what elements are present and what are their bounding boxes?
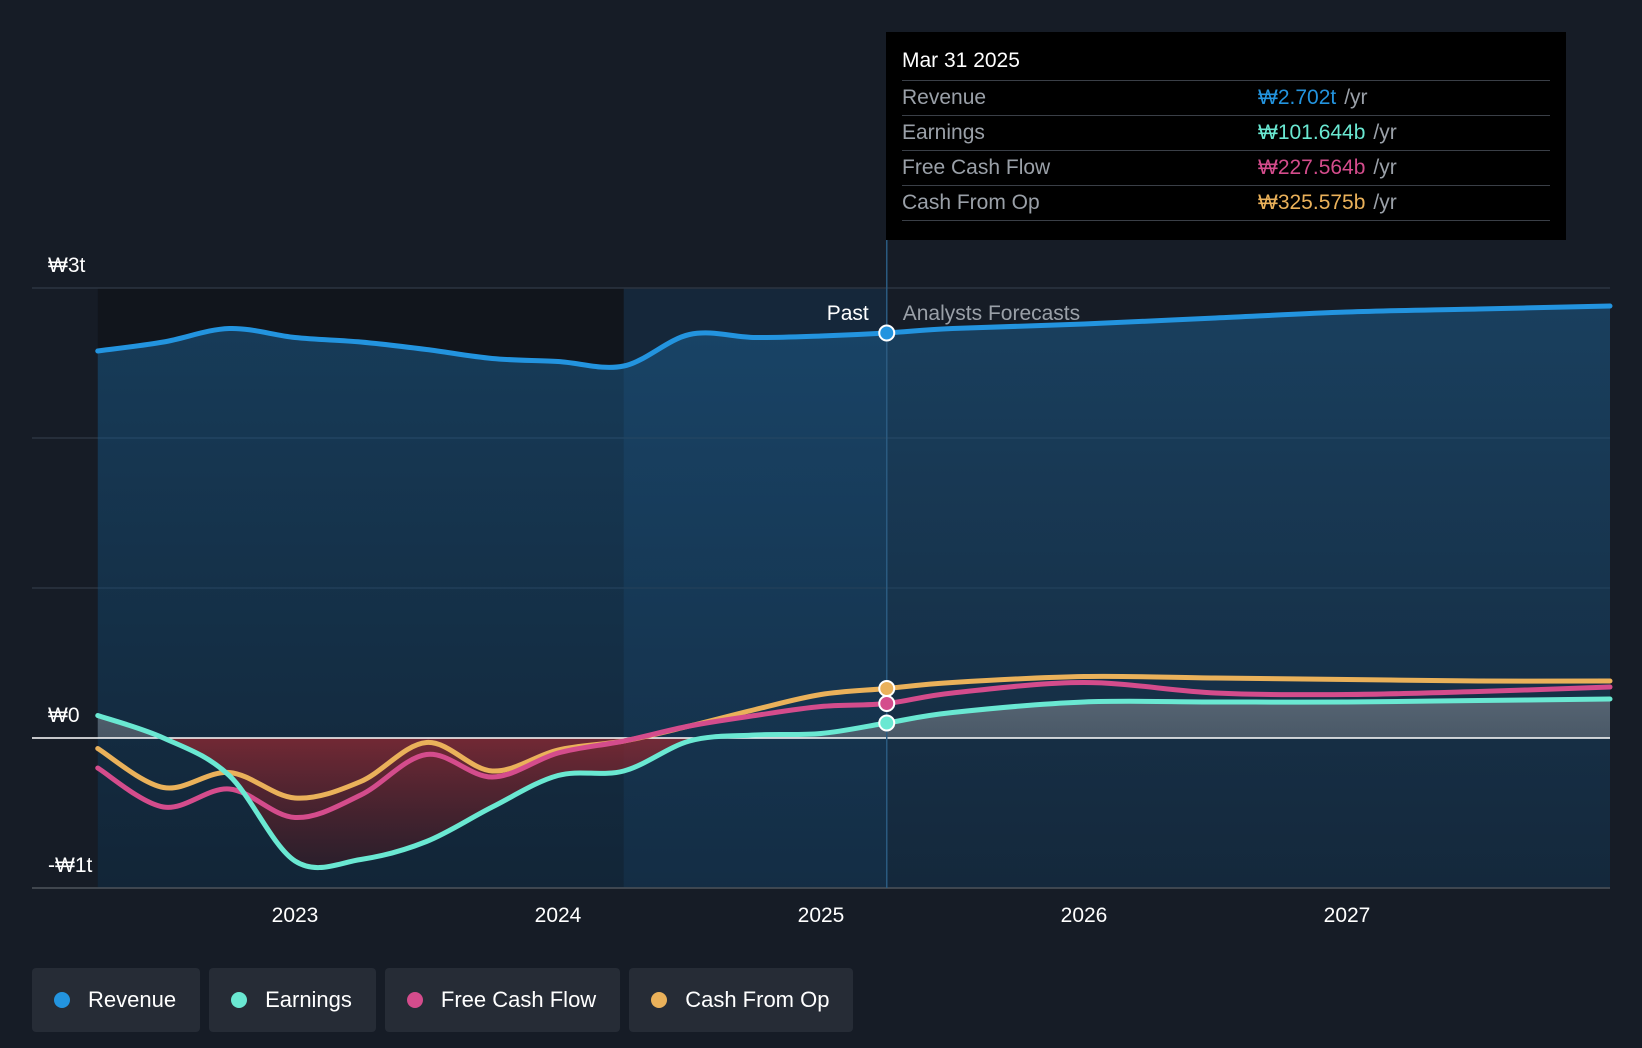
negative-area bbox=[97, 738, 1610, 868]
legend-label: Free Cash Flow bbox=[440, 987, 597, 1012]
series-line-cash-from-op bbox=[95, 673, 1613, 801]
tooltip-unit: /yr bbox=[1373, 121, 1397, 144]
tooltip-value: ₩325.575b bbox=[1258, 191, 1366, 214]
x-tick-label: 2026 bbox=[1061, 904, 1108, 927]
y-tick-label: ₩0 bbox=[48, 704, 80, 727]
legend-item-free-cash-flow[interactable]: Free Cash Flow bbox=[384, 968, 621, 1032]
tooltip-value: ₩227.564b bbox=[1258, 156, 1366, 179]
tooltip-value: ₩101.644b bbox=[1258, 121, 1366, 144]
y-tick-label: ₩3t bbox=[48, 254, 86, 277]
tooltip-label: Earnings bbox=[902, 121, 985, 144]
legend-dot-icon bbox=[651, 992, 668, 1008]
legend-item-earnings[interactable]: Earnings bbox=[209, 968, 376, 1032]
legend-label: Revenue bbox=[88, 987, 177, 1012]
tooltip-label: Cash From Op bbox=[902, 191, 1040, 214]
forecast-label: Analysts Forecasts bbox=[903, 302, 1080, 325]
legend-label: Cash From Op bbox=[685, 987, 830, 1012]
past-label: Past bbox=[827, 302, 869, 325]
series-line-revenue bbox=[95, 303, 1613, 370]
tooltip-label: Revenue bbox=[902, 86, 987, 109]
tooltip-row-earnings: Earnings ₩101.644b /yr bbox=[902, 115, 1550, 150]
series-line-earnings bbox=[95, 696, 1613, 871]
series-markers bbox=[878, 324, 896, 732]
x-tick-label: 2027 bbox=[1324, 904, 1371, 927]
marker-free-cash-flow bbox=[878, 695, 896, 712]
legend-item-cash-from-op[interactable]: Cash From Op bbox=[629, 968, 854, 1032]
series-lines bbox=[95, 303, 1613, 871]
tooltip-unit: /yr bbox=[1373, 156, 1397, 179]
tooltip-row-revenue: Revenue ₩2.702t /yr bbox=[902, 80, 1550, 115]
tooltip-row-free-cash-flow: Free Cash Flow ₩227.564b /yr bbox=[902, 150, 1550, 185]
tooltip-value: ₩2.702t bbox=[1258, 86, 1337, 109]
x-tick-label: 2025 bbox=[798, 904, 845, 927]
legend-item-revenue[interactable]: Revenue bbox=[32, 968, 201, 1032]
legend-dot-icon bbox=[54, 992, 70, 1008]
y-tick-label: -₩1t bbox=[48, 854, 92, 877]
positive-area bbox=[97, 699, 1610, 738]
marker-revenue bbox=[878, 324, 896, 342]
legend: Revenue Earnings Free Cash Flow Cash Fro… bbox=[32, 968, 854, 1032]
legend-dot-icon bbox=[406, 992, 423, 1008]
series-line-free-cash-flow bbox=[95, 679, 1613, 821]
tooltip-date: Mar 31 2025 bbox=[902, 49, 1020, 72]
tooltip: Mar 31 2025 Revenue ₩2.702t /yr Earnings… bbox=[886, 32, 1566, 240]
legend-label: Earnings bbox=[265, 987, 352, 1012]
tooltip-row-cash-from-op: Cash From Op ₩325.575b /yr bbox=[902, 185, 1550, 221]
x-tick-label: 2023 bbox=[272, 904, 319, 927]
tooltip-unit: /yr bbox=[1373, 191, 1397, 214]
tooltip-label: Free Cash Flow bbox=[902, 156, 1051, 179]
legend-dot-icon bbox=[231, 992, 248, 1008]
tooltip-unit: /yr bbox=[1344, 86, 1368, 109]
x-tick-label: 2024 bbox=[535, 904, 582, 927]
marker-earnings bbox=[878, 714, 896, 732]
marker-cash-from-op bbox=[878, 680, 896, 697]
